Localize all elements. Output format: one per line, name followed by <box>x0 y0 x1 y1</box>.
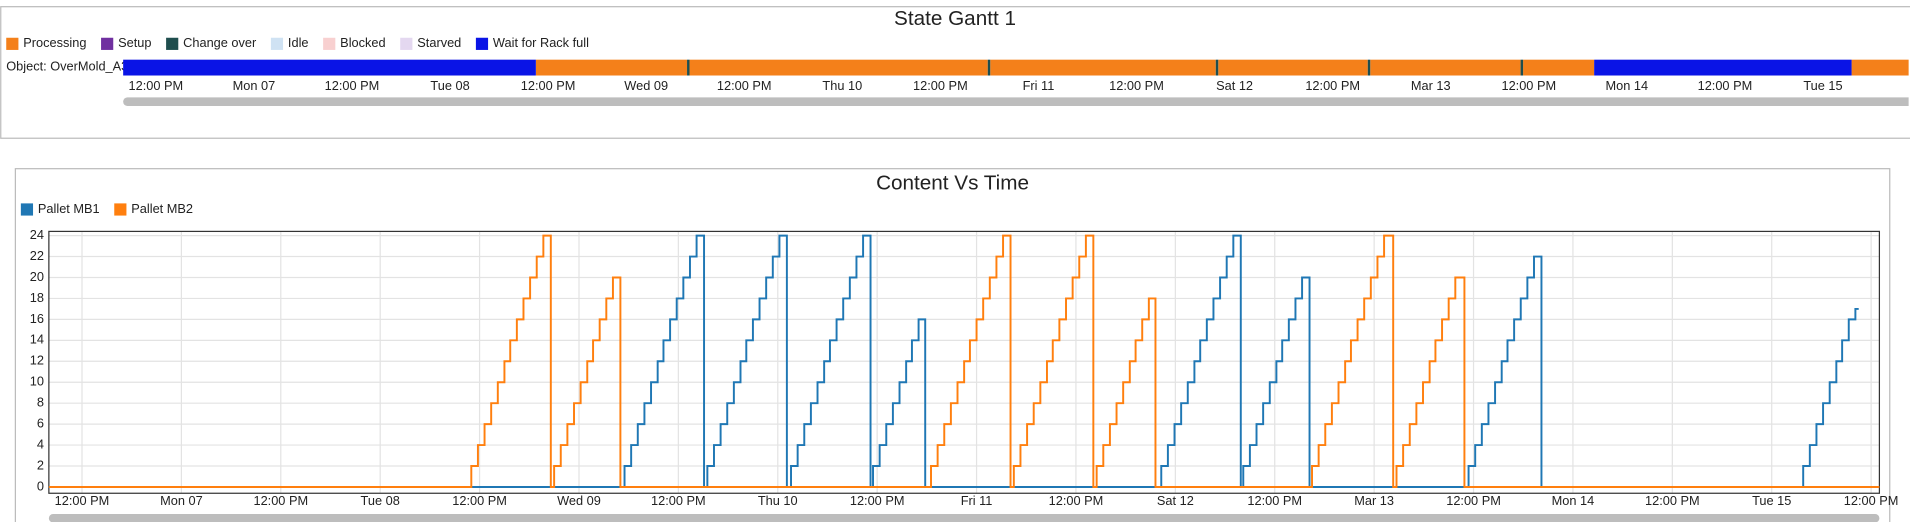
y-tick-label: 4 <box>37 436 44 451</box>
x-tick-label: 12:00 PM <box>325 78 380 93</box>
legend-swatch <box>20 203 34 216</box>
x-tick-label: Thu 10 <box>758 493 798 508</box>
x-tick-label: 12:00 PM <box>1049 493 1104 508</box>
x-tick-label: 12:00 PM <box>521 78 576 93</box>
state-segment <box>987 59 991 76</box>
chart-title: Content Vs Time <box>876 171 1029 194</box>
state-segment <box>1851 59 1909 76</box>
x-tick-label: 12:00 PM <box>1645 493 1700 508</box>
x-tick-label: 12:00 PM <box>1109 78 1164 93</box>
state-segment <box>535 59 688 76</box>
x-tick-label: Fri 11 <box>961 493 993 508</box>
legend-label: Processing <box>23 35 86 50</box>
x-tick-label: 12:00 PM <box>55 493 110 508</box>
x-tick-label: Fri 11 <box>1023 78 1055 93</box>
content-panel <box>14 168 1891 522</box>
x-tick-label: Mon 14 <box>1552 493 1595 508</box>
x-tick-label: Mar 13 <box>1411 78 1451 93</box>
y-tick-label: 14 <box>30 332 44 347</box>
state-segment <box>687 59 690 76</box>
x-tick-label: 12:00 PM <box>452 493 507 508</box>
x-tick-label: 12:00 PM <box>850 493 905 508</box>
state-segment <box>123 59 536 76</box>
gantt-scrollbar[interactable] <box>123 97 1910 106</box>
legend-label: Idle <box>288 35 309 50</box>
x-tick-label: Thu 10 <box>822 78 862 93</box>
y-tick-label: 10 <box>30 374 44 389</box>
legend-swatch <box>101 37 114 50</box>
state-segment <box>1523 59 1595 76</box>
state-segment <box>1215 59 1219 76</box>
x-tick-label: Tue 15 <box>1752 493 1791 508</box>
y-tick-label: 24 <box>30 227 44 242</box>
x-tick-label: 12:00 PM <box>1446 493 1501 508</box>
legend-swatch <box>270 37 284 50</box>
content-scrollbar[interactable] <box>48 513 1880 522</box>
x-tick-label: Sat 12 <box>1216 78 1253 93</box>
series-line <box>48 234 1859 488</box>
y-tick-label: 0 <box>37 478 44 493</box>
legend-swatch <box>475 37 489 50</box>
legend-swatch <box>6 37 19 50</box>
object-label: Object: OverMold_A3 <box>6 58 128 73</box>
gantt-chart: Processing Setup Change over Idle Blocked Sta… <box>6 35 1909 93</box>
x-tick-label: 12:00 PM <box>1844 493 1899 508</box>
x-tick-label: Sat 12 <box>1157 493 1194 508</box>
x-tick-label: Mar 13 <box>1354 493 1394 508</box>
x-tick-label: 12:00 PM <box>913 78 968 93</box>
legend-label: Pallet MB2 <box>131 201 193 216</box>
y-tick-label: 6 <box>37 416 44 431</box>
state-segment <box>1520 59 1524 76</box>
x-tick-label: 12:00 PM <box>717 78 772 93</box>
x-tick-label: 12:00 PM <box>1698 78 1753 93</box>
legend-swatch <box>400 37 413 50</box>
y-tick-label: 16 <box>30 311 44 326</box>
x-tick-label: 12:00 PM <box>1501 78 1556 93</box>
x-tick-label: 12:00 PM <box>1247 493 1302 508</box>
y-tick-label: 18 <box>30 290 44 305</box>
legend-swatch <box>323 37 336 50</box>
x-tick-label: Wed 09 <box>557 493 601 508</box>
x-tick-label: Mon 14 <box>1606 78 1649 93</box>
legend-label: Starved <box>417 35 461 50</box>
y-tick-label: 2 <box>37 457 44 472</box>
legend-label: Change over <box>183 35 257 50</box>
x-tick-label: 12:00 PM <box>651 493 706 508</box>
x-tick-label: 12:00 PM <box>129 78 184 93</box>
x-tick-label: Mon 07 <box>160 493 203 508</box>
x-tick-label: Mon 07 <box>233 78 276 93</box>
legend-swatch <box>114 203 127 216</box>
series-line <box>48 234 1880 488</box>
x-tick-label: Wed 09 <box>624 78 668 93</box>
x-tick-label: Tue 08 <box>430 78 469 93</box>
line-chart: Pallet MB1 Pallet MB202468101214161820222… <box>20 201 1899 508</box>
x-tick-label: Tue 08 <box>361 493 400 508</box>
y-tick-label: 20 <box>30 269 44 284</box>
legend-label: Blocked <box>340 35 385 50</box>
state-segment <box>689 59 988 76</box>
legend-label: Pallet MB1 <box>38 201 100 216</box>
plot-border <box>48 230 1881 494</box>
state-segment <box>1594 59 1852 76</box>
x-tick-label: Tue 15 <box>1803 78 1842 93</box>
x-tick-label: 12:00 PM <box>253 493 308 508</box>
chart-title: State Gantt 1 <box>894 7 1016 30</box>
legend-label: Wait for Rack full <box>493 35 589 50</box>
x-tick-label: 12:00 PM <box>1305 78 1360 93</box>
y-tick-label: 22 <box>30 248 44 263</box>
state-segment <box>1370 59 1521 76</box>
y-tick-label: 12 <box>30 353 44 368</box>
state-segment <box>1367 59 1371 76</box>
state-segment <box>990 59 1216 76</box>
legend-label: Setup <box>118 35 151 50</box>
state-segment <box>1218 59 1368 76</box>
y-tick-label: 8 <box>37 395 44 410</box>
legend-swatch <box>166 37 179 50</box>
